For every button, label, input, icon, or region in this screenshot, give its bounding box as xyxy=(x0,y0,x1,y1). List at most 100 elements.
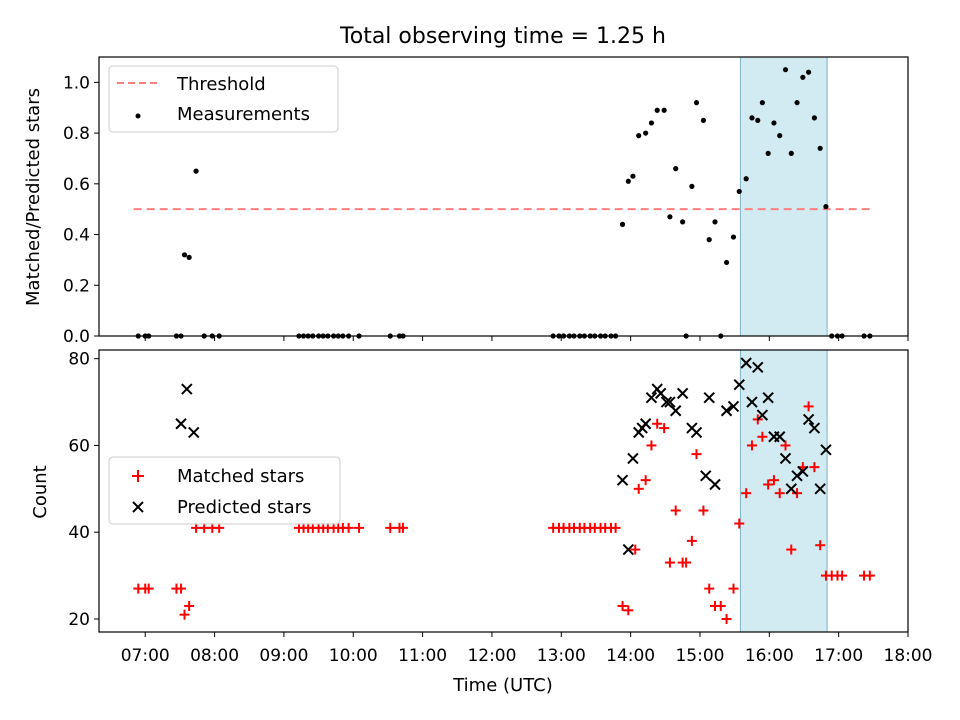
matched-star-point xyxy=(768,475,779,486)
legend-predicted-swatch xyxy=(132,501,144,513)
matched-star-point xyxy=(698,505,709,516)
predicted-star-point xyxy=(181,383,193,395)
predicted-star-point xyxy=(690,426,703,439)
matched-star-point xyxy=(734,518,745,529)
figure-title: Total observing time = 1.25 h xyxy=(339,24,666,49)
predicted-star-point xyxy=(779,452,792,465)
x-tick-label: 14:00 xyxy=(606,646,655,666)
predicted-star-point xyxy=(740,357,752,369)
predicted-star-point xyxy=(700,470,712,482)
measurement-point xyxy=(630,173,636,179)
matched-star-point xyxy=(652,418,663,429)
top-panel: 0.0 0.2 0.4 0.6 0.8 1.0 Matched/Predicted sta… xyxy=(23,56,909,347)
predicted-star-point xyxy=(654,387,667,400)
y-tick-label: 80 xyxy=(68,350,90,370)
matched-star-point xyxy=(792,488,803,499)
bottom-y-axis-label: Count xyxy=(30,465,51,518)
predicted-star-point xyxy=(709,478,721,491)
matched-star-point xyxy=(715,600,726,611)
matched-star-point xyxy=(809,462,820,473)
measurement-point xyxy=(667,214,673,220)
measurement-point xyxy=(788,150,794,156)
matched-star-point xyxy=(640,475,651,486)
matched-star-point xyxy=(837,570,848,581)
measurement-point xyxy=(643,130,649,136)
measurement-point xyxy=(782,67,789,73)
predicted-star-point xyxy=(774,431,786,443)
x-tick-label: 12:00 xyxy=(467,646,516,666)
predicted-star-point xyxy=(814,483,826,495)
matched-star-point xyxy=(763,479,774,490)
predicted-star-point xyxy=(762,392,774,404)
measurement-point xyxy=(654,107,660,113)
y-tick-label: 0.4 xyxy=(63,226,90,246)
bottom-panel: 20 40 60 80 07:00 08:00 09:00 10:00 11:00 12:00 1… xyxy=(30,349,933,696)
predicted-star-point xyxy=(676,387,689,400)
predicted-star-point xyxy=(820,444,832,456)
measurement-point xyxy=(625,178,631,184)
matched-star-point xyxy=(176,583,187,594)
predicted-star-point xyxy=(660,396,673,408)
y-tick-label: 1.0 xyxy=(63,73,90,93)
matched-star-point xyxy=(774,488,785,499)
matched-star-point xyxy=(721,613,732,624)
bottom-axes-frame xyxy=(98,349,909,633)
measurement-point xyxy=(817,145,823,151)
matched-star-point xyxy=(815,540,826,551)
top-y-axis-label: Matched/Predicted stars xyxy=(23,88,44,306)
matched-star-point xyxy=(686,535,697,546)
matched-star-point xyxy=(803,401,814,412)
predicted-star-point xyxy=(727,400,740,413)
top-axes-frame xyxy=(98,56,909,337)
measurement-point xyxy=(771,120,777,126)
measurement-point xyxy=(811,115,817,121)
matched-star-point xyxy=(646,440,657,451)
observing-window-shade xyxy=(739,56,828,337)
y-tick-label: 40 xyxy=(68,523,90,543)
measurement-point xyxy=(749,115,755,121)
y-tick-label: 20 xyxy=(68,610,90,630)
matched-star-point xyxy=(664,557,675,568)
predicted-star-point xyxy=(645,392,658,404)
matched-star-point xyxy=(397,522,408,533)
matched-star-point xyxy=(786,544,797,555)
predicted-star-point xyxy=(791,470,803,482)
x-tick-label: 17:00 xyxy=(814,646,863,666)
measurement-point xyxy=(700,117,707,124)
measurement-point xyxy=(636,133,642,139)
predicted-star-point xyxy=(664,396,676,408)
measurement-point xyxy=(755,117,761,124)
matched-star-point xyxy=(864,570,875,581)
measurement-point xyxy=(759,100,765,106)
y-tick-label: 0.8 xyxy=(63,124,90,144)
matched-star-point xyxy=(143,583,154,594)
measurement-point xyxy=(806,69,812,75)
measurement-point xyxy=(648,120,655,126)
matched-star-point xyxy=(184,600,195,611)
y-tick-label: 0.6 xyxy=(63,175,90,195)
x-tick-label: 13:00 xyxy=(537,646,586,666)
measurement-point xyxy=(794,100,800,106)
predicted-star-point xyxy=(808,422,821,434)
predicted-star-point xyxy=(627,452,639,465)
legend-measurements-label: Measurements xyxy=(177,104,310,125)
matched-star-point xyxy=(746,440,757,451)
top-legend: Threshold Measurements xyxy=(108,65,339,133)
measurement-point xyxy=(765,150,771,156)
measurement-point xyxy=(800,74,806,80)
predicted-star-point xyxy=(785,483,797,495)
matched-star-point xyxy=(214,522,225,533)
legend-measurements-swatch xyxy=(135,113,141,119)
measurement-point xyxy=(712,219,718,225)
measurement-point xyxy=(186,254,192,260)
matched-star-point xyxy=(179,609,190,620)
predicted-star-point xyxy=(669,405,682,417)
legend-threshold-label: Threshold xyxy=(176,74,266,95)
measurement-point xyxy=(730,234,737,240)
predicted-star-point xyxy=(188,426,200,439)
measurement-point xyxy=(693,100,700,106)
x-tick-label: 10:00 xyxy=(329,646,378,666)
measurement-point xyxy=(181,252,188,258)
matched-star-point xyxy=(633,483,644,494)
x-tick-label: 15:00 xyxy=(675,646,724,666)
